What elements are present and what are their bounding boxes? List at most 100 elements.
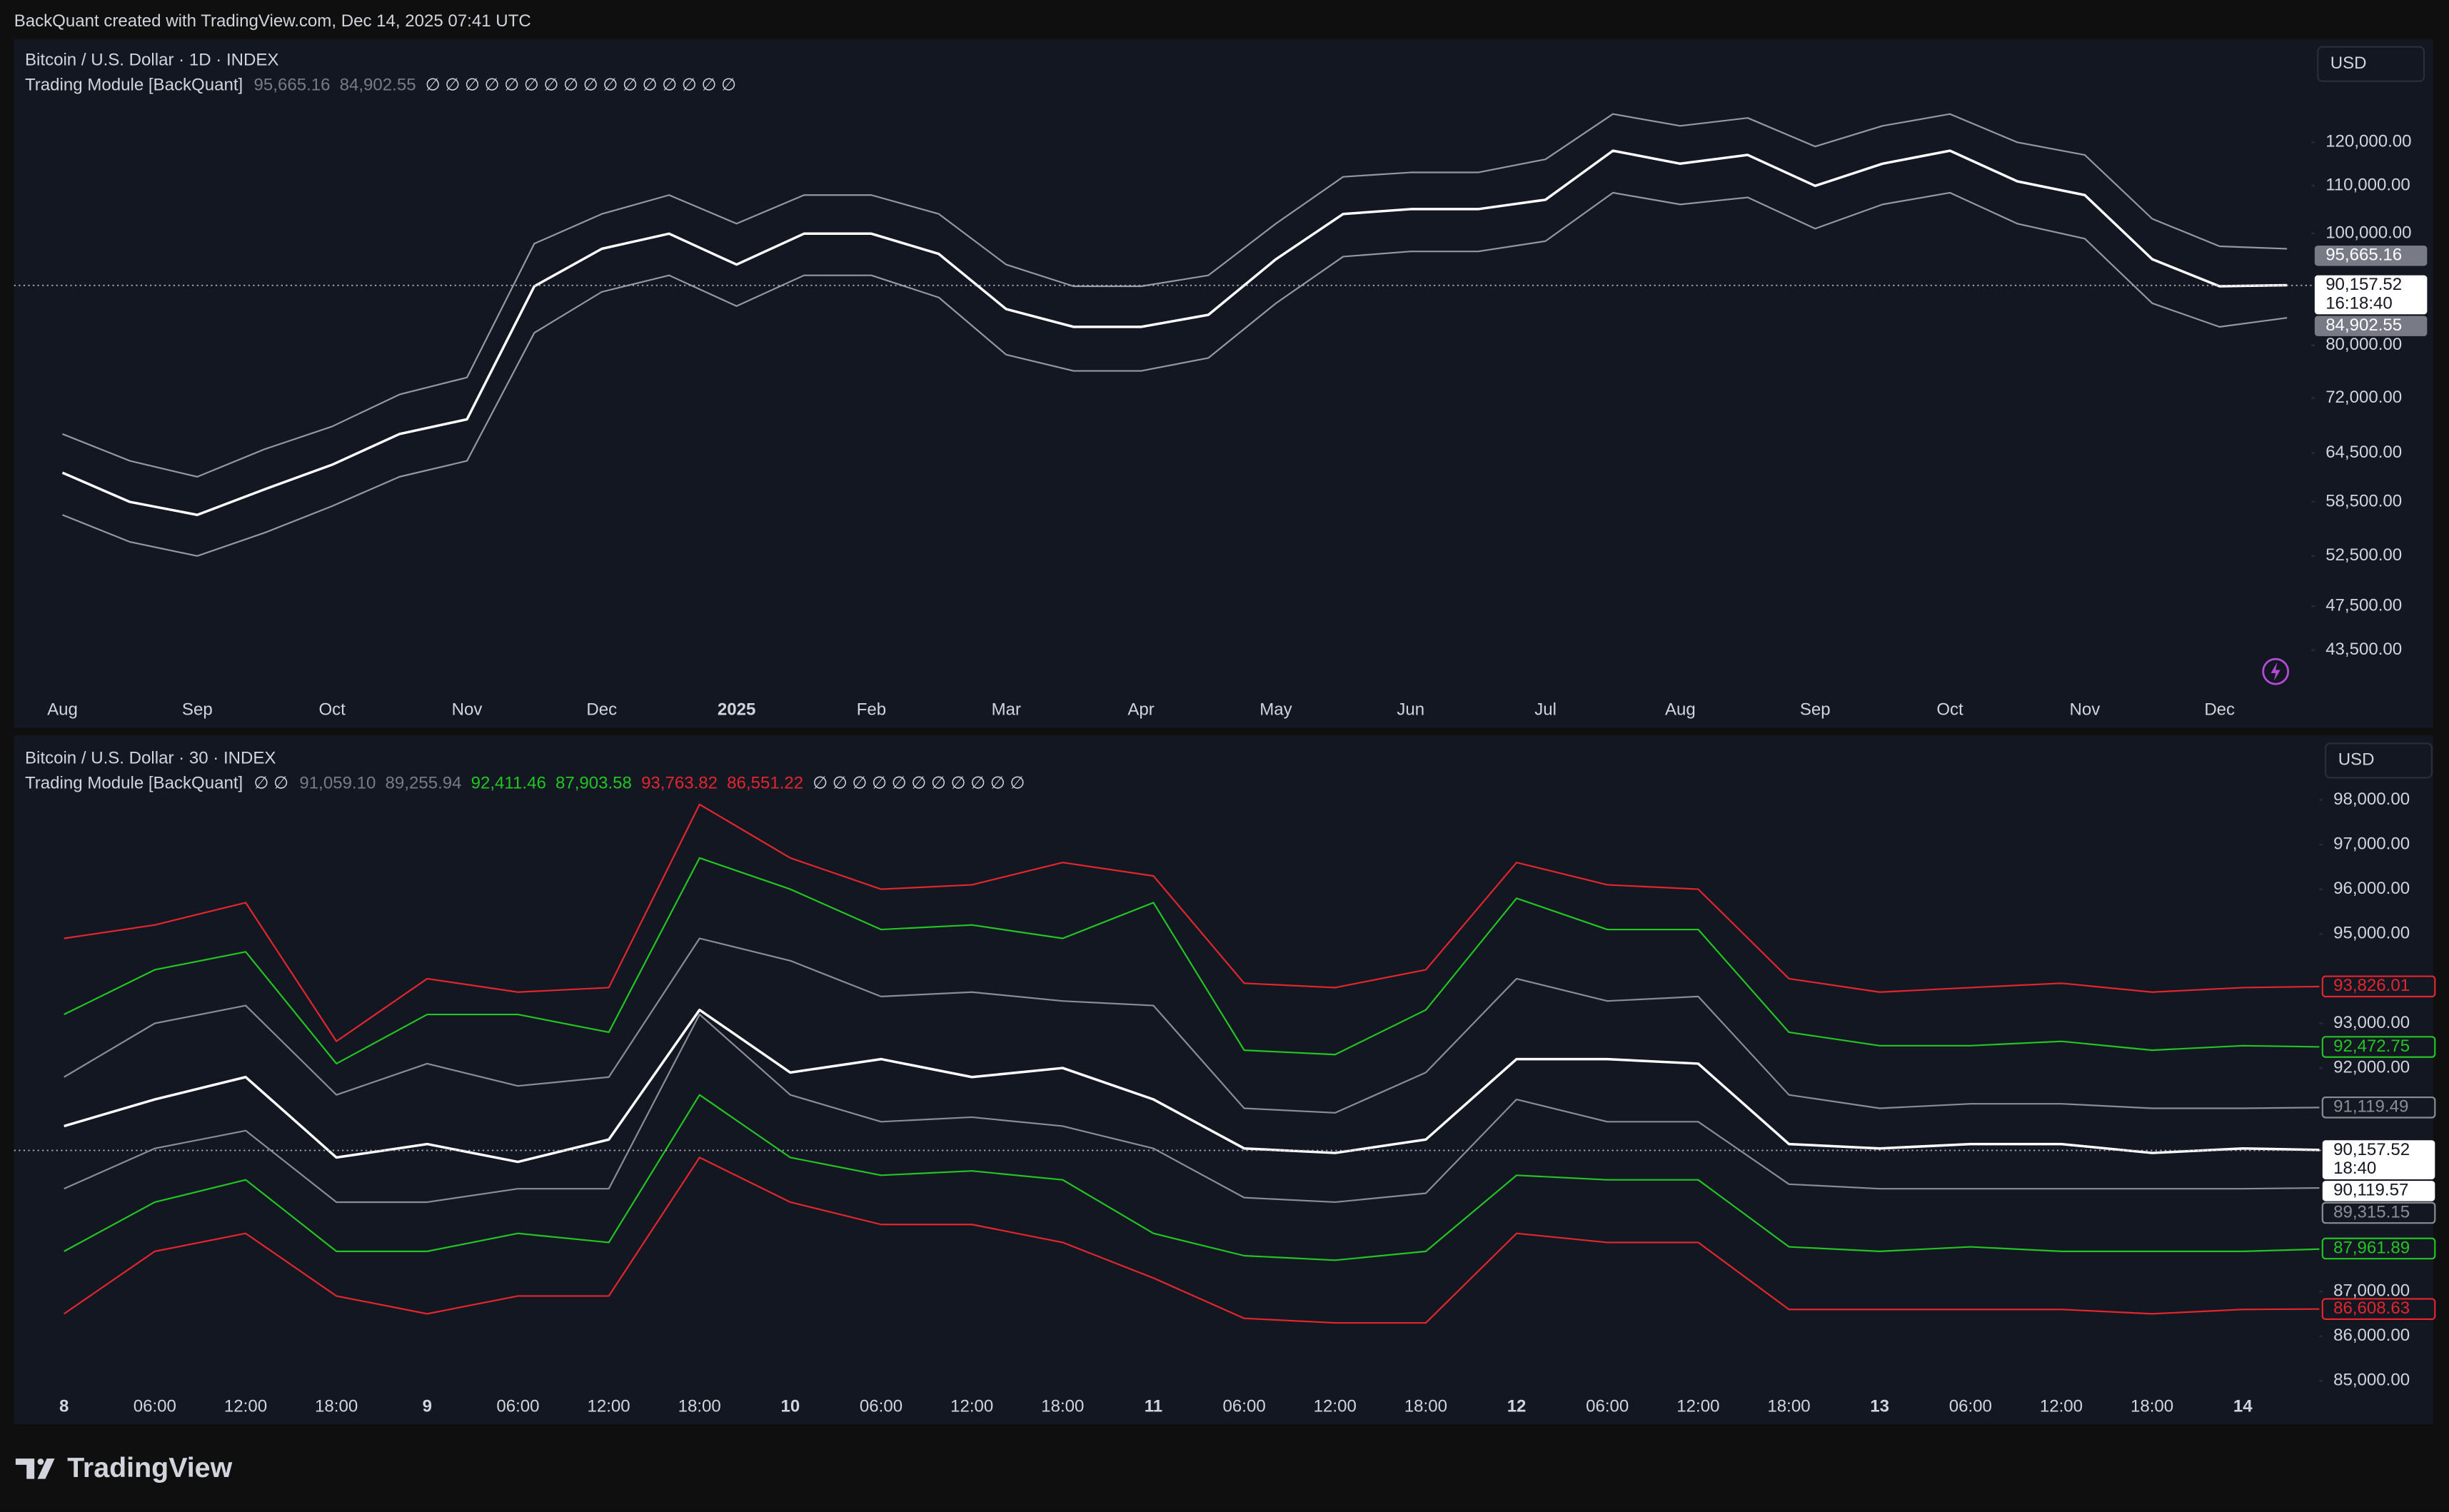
series-line <box>62 191 2288 557</box>
brand: TradingView <box>67 1452 233 1483</box>
series-line <box>64 1156 2320 1324</box>
logo-dot <box>37 1458 44 1465</box>
x-tick-label: 13 <box>1870 1396 1889 1416</box>
y-tick-label: 110,000.00 <box>2325 176 2410 195</box>
price-label: 89,315.15 <box>2333 1202 2410 1221</box>
price-label-box <box>2322 1140 2435 1179</box>
price-label: 87,961.89 <box>2333 1238 2410 1257</box>
x-tick-label: Feb <box>857 700 886 720</box>
legend-value: 91,059.10 <box>299 774 376 793</box>
x-tick-label: 11 <box>1145 1396 1162 1416</box>
chart-title: Bitcoin / U.S. Dollar · 1D · INDEX <box>25 51 278 70</box>
x-tick-label: Oct <box>318 700 346 720</box>
y-tick-label: 85,000.00 <box>2333 1371 2410 1390</box>
x-tick-label: Nov <box>2069 700 2100 720</box>
x-tick-label: Dec <box>2204 700 2235 720</box>
x-tick-label: 12:00 <box>1676 1396 1719 1416</box>
x-tick-label: 06:00 <box>1586 1396 1629 1416</box>
logo-mark <box>15 1458 55 1479</box>
x-tick-label: Apr <box>1127 700 1154 720</box>
pane <box>14 735 2434 1425</box>
y-tick-label: 93,000.00 <box>2333 1013 2410 1032</box>
series-line <box>64 803 2320 1042</box>
series-line <box>61 149 2288 516</box>
x-tick-label: 10 <box>781 1396 800 1416</box>
pane <box>14 39 2434 728</box>
x-tick-label: 18:00 <box>1404 1396 1447 1416</box>
credit: BackQuant created with TradingView.com, … <box>14 11 531 31</box>
brand-logo: TradingView <box>15 1452 233 1483</box>
x-tick-label: May <box>1259 700 1292 720</box>
y-tick-label: 120,000.00 <box>2325 132 2411 151</box>
legend-value: 89,255.94 <box>386 774 462 793</box>
y-tick-label: 87,000.00 <box>2333 1281 2410 1301</box>
price-label: 86,608.63 <box>2333 1299 2410 1318</box>
legend-symbols: ∅ ∅ ∅ ∅ ∅ ∅ ∅ ∅ ∅ ∅ ∅ <box>813 774 1025 793</box>
series-line <box>62 113 2288 478</box>
price-label: 90,157.52 <box>2333 1140 2410 1159</box>
indicator-name: Trading Module [BackQuant] <box>25 76 243 95</box>
x-tick-label: 12:00 <box>224 1396 267 1416</box>
series-line <box>64 857 2320 1065</box>
x-tick-label: 18:00 <box>1767 1396 1810 1416</box>
x-tick-label: 06:00 <box>134 1396 176 1416</box>
x-tick-label: 2025 <box>718 700 756 720</box>
x-tick-label: Jul <box>1534 700 1557 720</box>
countdown: 16:18:40 <box>2325 293 2393 313</box>
x-tick-label: 18:00 <box>2131 1396 2173 1416</box>
x-tick-label: 06:00 <box>1949 1396 1992 1416</box>
y-tick-label: 58,500.00 <box>2325 491 2402 510</box>
alert-icon[interactable] <box>2262 657 2290 685</box>
y-tick-label: 72,000.00 <box>2325 388 2402 407</box>
y-tick-label: 100,000.00 <box>2325 223 2411 243</box>
plot <box>61 113 2288 557</box>
x-tick-label: Dec <box>586 700 617 720</box>
y-tick-label: 96,000.00 <box>2333 879 2410 898</box>
x-tick-label: Jun <box>1397 700 1424 720</box>
y-tick-label: 80,000.00 <box>2325 335 2402 354</box>
price-label-box <box>2314 275 2428 315</box>
chart-title: Bitcoin / U.S. Dollar · 30 · INDEX <box>25 749 276 768</box>
currency-box <box>2317 46 2425 82</box>
series-line <box>64 937 2320 1114</box>
y-tick-label: 43,500.00 <box>2325 640 2402 659</box>
x-tick-label: 12 <box>1507 1396 1527 1416</box>
x-tick-label: 06:00 <box>860 1396 902 1416</box>
y-tick-label: 52,500.00 <box>2325 545 2402 565</box>
legend-value: 95,665.16 <box>254 76 331 95</box>
legend-value: 87,903.58 <box>555 774 632 793</box>
x-tick-label: 12:00 <box>1314 1396 1357 1416</box>
x-tick-label: 18:00 <box>1041 1396 1084 1416</box>
series-line <box>64 1008 2320 1164</box>
legend-value: 92,411.46 <box>471 774 546 793</box>
price-label-box <box>2314 316 2428 336</box>
currency[interactable]: USD <box>2330 54 2367 73</box>
y-tick-label: 86,000.00 <box>2333 1326 2410 1345</box>
plot <box>64 803 2320 1324</box>
price-label: 84,902.55 <box>2325 316 2402 335</box>
price-label-box <box>2322 1181 2435 1201</box>
currency[interactable]: USD <box>2338 750 2375 770</box>
price-label: 93,826.01 <box>2333 976 2410 995</box>
currency-box <box>2325 742 2433 779</box>
alert-icon-bolt <box>2271 662 2280 681</box>
y-tick-label: 97,000.00 <box>2333 834 2410 853</box>
indicator-name: Trading Module [BackQuant] <box>25 774 243 793</box>
price-label-box <box>2321 1298 2436 1320</box>
price-label-box <box>2321 975 2436 998</box>
legend-value: 86,551.22 <box>727 774 803 793</box>
series-line <box>64 1013 2320 1204</box>
x-tick-label: 18:00 <box>678 1396 721 1416</box>
x-tick-label: 14 <box>2233 1396 2253 1416</box>
x-tick-label: Aug <box>1665 700 1696 720</box>
price-label-box <box>2321 1201 2436 1224</box>
y-tick-label: 92,000.00 <box>2333 1057 2410 1077</box>
y-tick-label: 98,000.00 <box>2333 790 2410 809</box>
x-tick-label: 12:00 <box>2040 1396 2083 1416</box>
x-tick-label: 12:00 <box>950 1396 993 1416</box>
y-tick-label: 95,000.00 <box>2333 924 2410 943</box>
price-label: 90,119.57 <box>2333 1181 2408 1200</box>
price-label: 91,119.49 <box>2333 1097 2408 1117</box>
x-tick-label: 06:00 <box>496 1396 539 1416</box>
